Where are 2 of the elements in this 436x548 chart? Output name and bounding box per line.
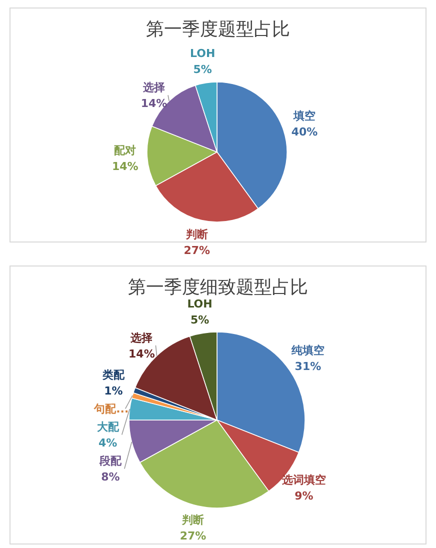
chart-title: 第一季度题型占比: [146, 19, 290, 40]
chart-title: 第一季度细致题型占比: [128, 277, 308, 298]
